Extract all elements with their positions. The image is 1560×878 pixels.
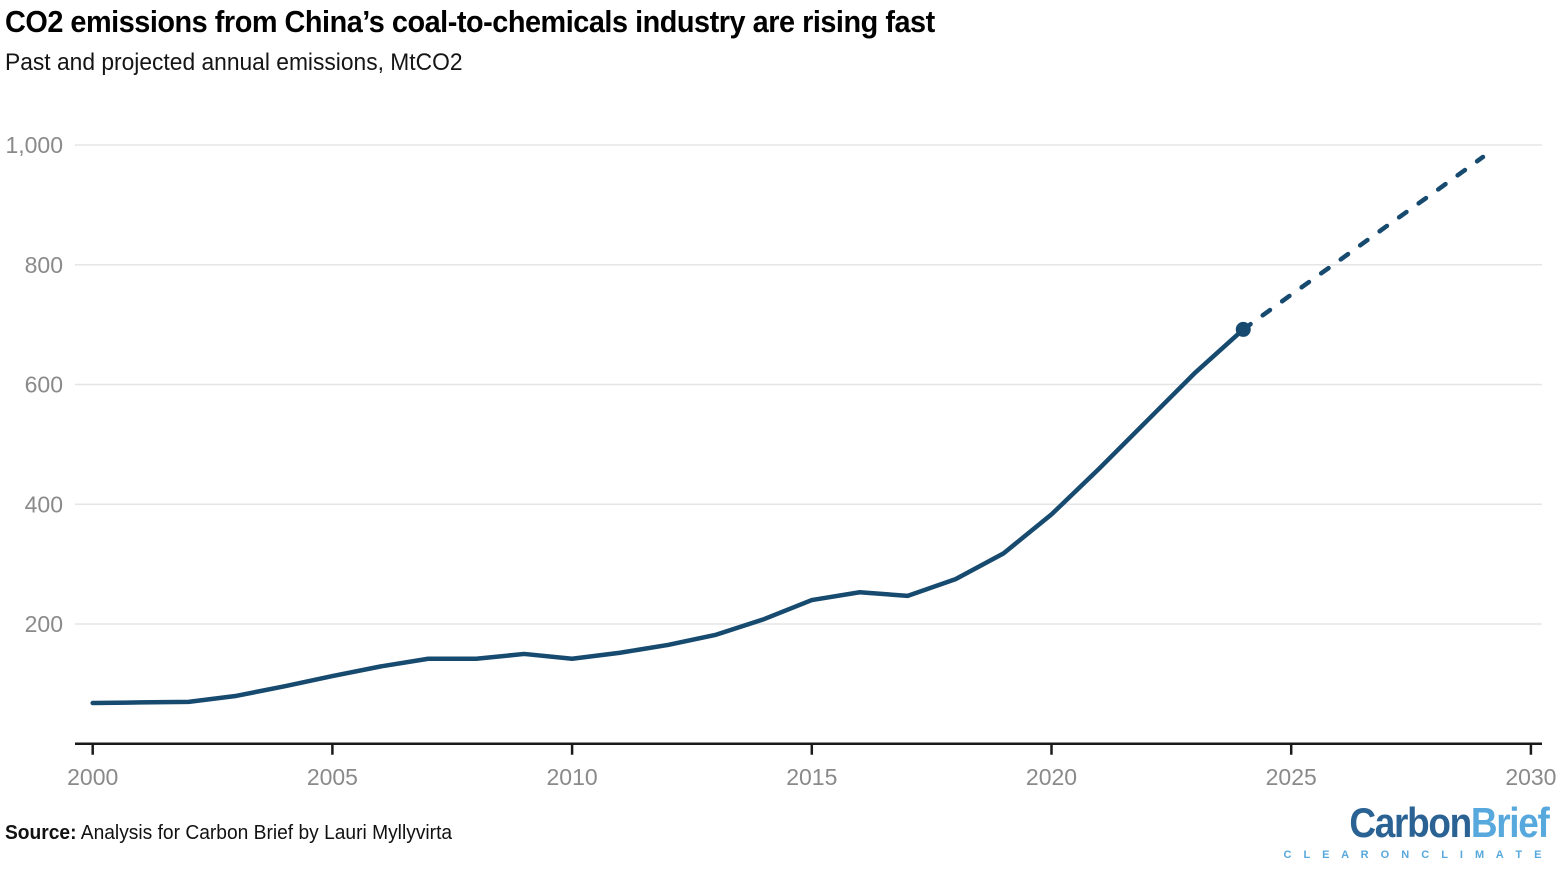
y-tick-label-400: 400: [25, 491, 63, 517]
x-tick-label-2005: 2005: [307, 764, 358, 790]
source-label: Source:: [5, 822, 77, 844]
logo-part-carbon: Carbon: [1348, 799, 1472, 846]
chart-title: CO2 emissions from China’s coal-to-chemi…: [5, 4, 935, 39]
past-emissions-line: [90, 327, 1246, 706]
chart-header: CO2 emissions from China’s coal-to-chemi…: [5, 4, 1555, 77]
y-tick-label-200: 200: [25, 611, 63, 637]
x-tick-label-2000: 2000: [67, 764, 118, 790]
logo-wordmark: CarbonBrief: [1315, 799, 1549, 846]
latest-value-marker: [1235, 321, 1251, 337]
x-tick-label-2030: 2030: [1505, 764, 1556, 790]
logo-tagline: C L E A R O N C L I M A T E: [1283, 849, 1546, 861]
y-tick-label-800: 800: [25, 252, 63, 278]
chart-subtitle: Past and projected annual emissions, MtC…: [5, 49, 463, 76]
y-tick-label-600: 600: [25, 372, 63, 398]
source-text: Analysis for Carbon Brief by Lauri Mylly…: [76, 822, 453, 844]
carbonbrief-logo: CarbonBrief C L E A R O N C L I M A T E: [1283, 799, 1550, 861]
x-tick-label-2020: 2020: [1026, 764, 1077, 790]
logo-part-brief: Brief: [1470, 799, 1549, 846]
y-tick-label-1000: 1,000: [5, 132, 63, 158]
x-tick-label-2015: 2015: [786, 764, 837, 790]
source-note: Source: Analysis for Carbon Brief by Lau…: [5, 822, 452, 845]
x-tick-label-2010: 2010: [547, 764, 598, 790]
projected-emissions-line: [1241, 154, 1486, 332]
x-tick-label-2025: 2025: [1266, 764, 1317, 790]
